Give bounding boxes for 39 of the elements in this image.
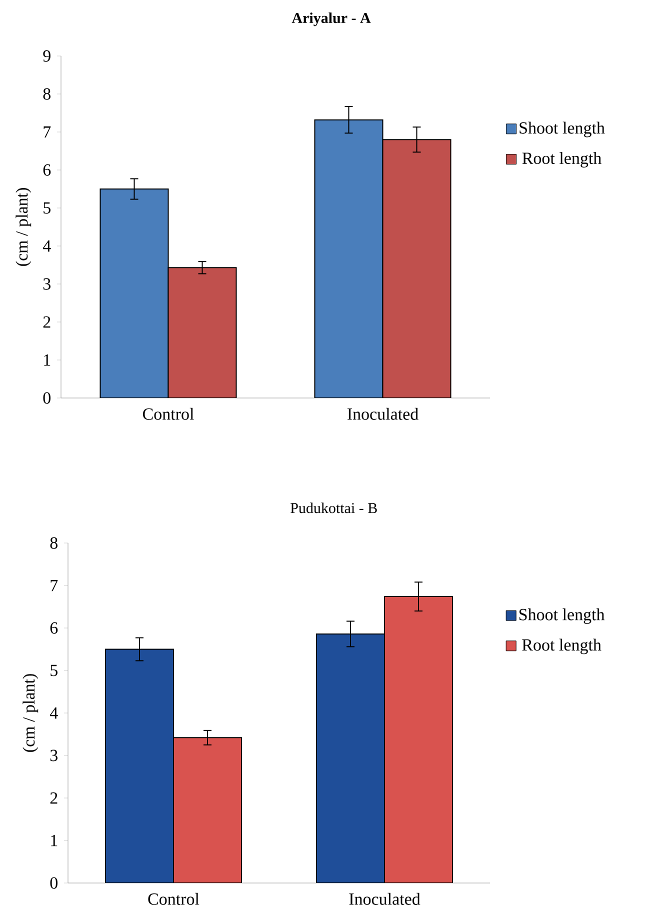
legend-label: Shoot length	[520, 122, 605, 138]
bar	[384, 596, 454, 883]
bar	[105, 648, 174, 883]
y-tick-label: 1	[44, 354, 50, 366]
x-tick-label: Control	[148, 892, 200, 905]
y-tick-label: 2	[43, 316, 50, 328]
y-tick-label: 7	[50, 580, 58, 592]
y-tick-label: 0	[50, 877, 58, 889]
y-tick-label: 6	[50, 622, 58, 634]
y-tick-label: 6	[43, 164, 51, 176]
bar	[314, 119, 384, 398]
chart-title: Pudukottai - B	[290, 502, 377, 514]
y-tick-label: 7	[44, 126, 51, 138]
legend-label: Shoot length	[519, 608, 605, 624]
x-tick-label: Control	[142, 408, 194, 420]
y-tick-label: 1	[51, 834, 58, 846]
y-tick-label: 3	[50, 750, 58, 762]
x-tick-label: Inoculated	[347, 408, 418, 420]
bar	[173, 737, 242, 883]
y-tick-label: 4	[42, 240, 51, 252]
y-tick-label: 3	[43, 278, 50, 290]
legend-label: Root length	[522, 638, 602, 654]
bar	[382, 139, 452, 398]
chart-title: Ariyalur - A	[292, 12, 371, 26]
y-tick-label: 2	[50, 792, 58, 804]
legend-label: Root length	[522, 152, 602, 168]
bar	[316, 633, 386, 883]
x-tick-label: Inoculated	[349, 892, 420, 905]
y-tick-label: 5	[44, 202, 50, 214]
y-tick-label: 8	[50, 537, 58, 549]
y-tick-label: 4	[50, 707, 58, 719]
y-tick-label: 0	[43, 392, 50, 404]
y-axis-title: (cm / plant)	[22, 674, 38, 752]
y-tick-label: 8	[43, 88, 50, 100]
bar	[100, 188, 169, 398]
y-tick-label: 5	[50, 664, 58, 676]
y-tick-label: 9	[43, 50, 50, 62]
y-axis-title: (cm / plant)	[16, 188, 32, 266]
bar	[168, 267, 237, 398]
